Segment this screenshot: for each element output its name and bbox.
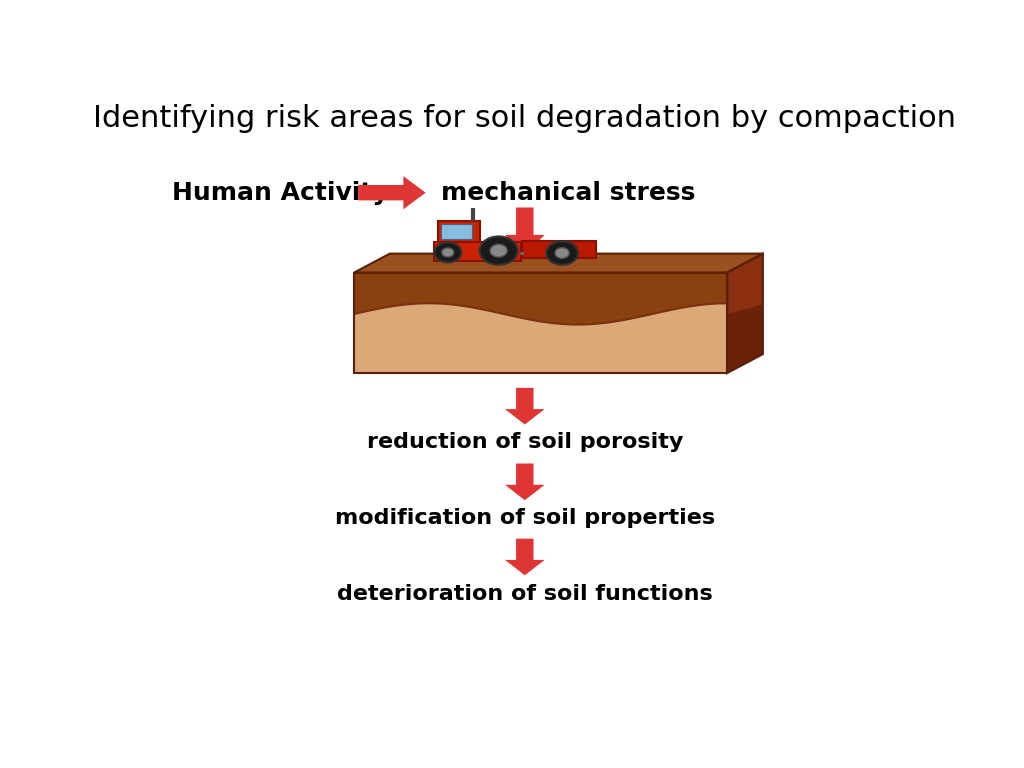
- FancyBboxPatch shape: [437, 221, 479, 242]
- Polygon shape: [354, 253, 763, 273]
- FancyBboxPatch shape: [433, 242, 521, 260]
- Polygon shape: [727, 253, 763, 314]
- FancyBboxPatch shape: [522, 241, 596, 257]
- Text: Human Activity: Human Activity: [172, 180, 388, 205]
- Text: modification of soil properties: modification of soil properties: [335, 508, 715, 528]
- Polygon shape: [354, 303, 727, 373]
- Circle shape: [490, 244, 507, 257]
- Text: reduction of soil porosity: reduction of soil porosity: [367, 432, 683, 452]
- Polygon shape: [505, 538, 545, 575]
- Polygon shape: [354, 273, 727, 325]
- Circle shape: [555, 248, 569, 258]
- Text: deterioration of soil functions: deterioration of soil functions: [337, 584, 713, 604]
- Circle shape: [441, 248, 454, 257]
- Circle shape: [546, 241, 578, 265]
- Polygon shape: [358, 176, 426, 209]
- Polygon shape: [505, 464, 545, 500]
- FancyBboxPatch shape: [440, 223, 472, 239]
- Polygon shape: [727, 253, 763, 373]
- Circle shape: [434, 243, 461, 263]
- Text: mechanical stress: mechanical stress: [441, 180, 696, 205]
- Polygon shape: [505, 207, 545, 255]
- Polygon shape: [354, 314, 727, 373]
- Circle shape: [479, 237, 518, 265]
- Text: Identifying risk areas for soil degradation by compaction: Identifying risk areas for soil degradat…: [93, 104, 956, 134]
- Polygon shape: [354, 273, 727, 314]
- Polygon shape: [505, 388, 545, 425]
